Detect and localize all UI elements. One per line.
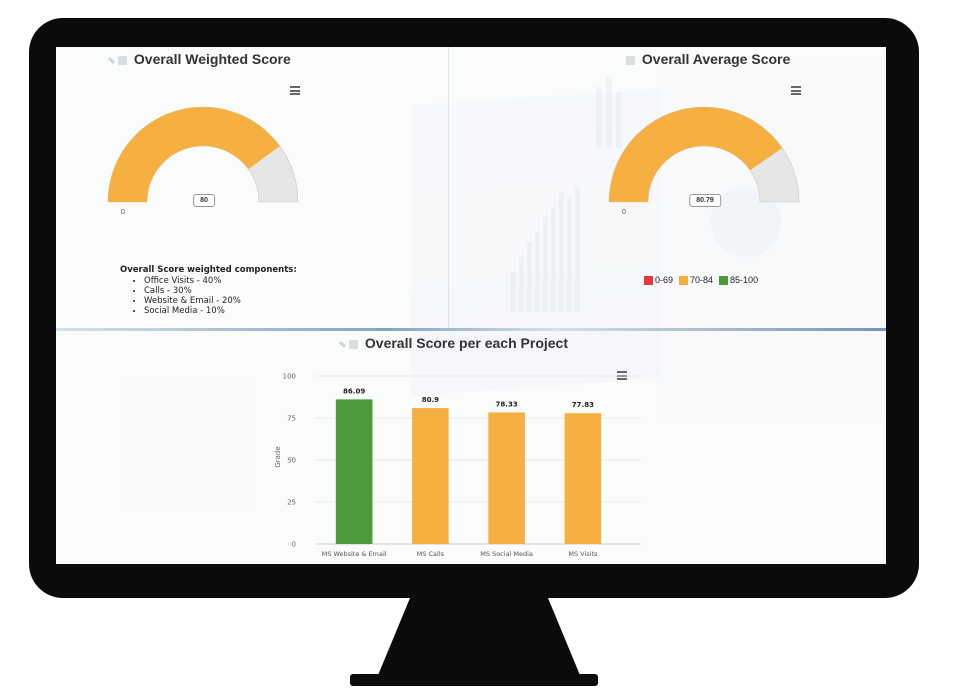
legend-label: 0-69 xyxy=(655,275,674,285)
average-score-title-text: Overall Average Score xyxy=(641,51,791,67)
weighted-score-gauge xyxy=(107,106,299,203)
legend-swatch xyxy=(644,275,653,285)
projects-menu-icon[interactable] xyxy=(617,371,627,380)
x-category-label: MS Social Media xyxy=(480,550,533,558)
weighted-score-title: Overall Weighted Score xyxy=(107,51,291,67)
bar[interactable] xyxy=(412,408,449,544)
components-list: Office Visits - 40% Calls - 30% Website … xyxy=(120,276,297,316)
x-category-label: MS Calls xyxy=(417,550,445,558)
panel-divider-horizontal xyxy=(56,328,886,331)
y-tick-label: 25 xyxy=(287,499,296,507)
legend-label: 70-84 xyxy=(690,275,714,285)
average-gauge-value-label: 80.79 xyxy=(689,194,721,207)
legend-swatch xyxy=(679,275,689,285)
chart-value-labels: 86.09 80.9 78.33 77.83 xyxy=(343,387,594,409)
chart-icon xyxy=(349,339,358,349)
legend-item-low[interactable]: 0-69 xyxy=(644,275,673,285)
bar[interactable] xyxy=(488,412,525,544)
x-category-label: MS Visits xyxy=(568,550,598,558)
legend-item-mid[interactable]: 70-84 xyxy=(679,275,713,285)
gauge-fill xyxy=(609,106,783,202)
legend-label: 85-100 xyxy=(730,275,759,285)
projects-score-title: Overall Score per each Project xyxy=(338,335,568,351)
score-range-legend: 0-69 70-84 85-100 xyxy=(644,275,758,285)
components-title: Overall Score weighted components: xyxy=(120,265,297,275)
bar-value-label: 80.9 xyxy=(422,396,439,404)
component-item: Office Visits - 40% xyxy=(144,276,297,286)
legend-swatch xyxy=(719,275,729,285)
project-score-bar-chart: Grade 0 25 50 75 100 86.09 80.9 78.33 77.83 MS … xyxy=(274,373,641,558)
weighted-gauge-min-label: 0 xyxy=(121,209,125,216)
chart-y-ticks: 0 25 50 75 100 xyxy=(283,373,296,549)
chart-x-labels: MS Website & Email MS Calls MS Social Medi… xyxy=(322,550,598,558)
bar[interactable] xyxy=(335,399,373,544)
pencil-icon[interactable] xyxy=(338,340,347,348)
component-item: Calls - 30% xyxy=(144,286,297,296)
bar-value-label: 86.09 xyxy=(343,387,365,395)
weighted-score-title-text: Overall Weighted Score xyxy=(133,51,291,67)
average-gauge-min-label: 0 xyxy=(622,209,626,216)
chart-icon xyxy=(118,55,127,65)
y-tick-label: 100 xyxy=(283,373,296,381)
bar-value-label: 77.83 xyxy=(572,401,594,409)
weighted-menu-icon[interactable] xyxy=(290,86,300,95)
legend-item-high[interactable]: 85-100 xyxy=(719,275,758,285)
dashboard-screen: Overall Weighted Score 0 80 Overall Scor… xyxy=(56,47,886,564)
chart-icon xyxy=(626,55,635,65)
bar-value-label: 78.33 xyxy=(496,400,518,408)
x-category-label: MS Website & Email xyxy=(322,550,387,558)
component-item: Website & Email - 20% xyxy=(144,296,297,306)
y-axis-title: Grade xyxy=(274,446,282,467)
pencil-icon[interactable] xyxy=(107,56,116,64)
projects-score-title-text: Overall Score per each Project xyxy=(364,335,568,351)
average-score-title: Overall Average Score xyxy=(626,51,790,67)
weighted-components: Overall Score weighted components: Offic… xyxy=(120,265,297,316)
y-tick-label: 0 xyxy=(292,541,296,549)
bar[interactable] xyxy=(564,413,602,544)
y-tick-label: 75 xyxy=(287,415,296,423)
panel-divider-vertical xyxy=(448,47,449,329)
chart-bars xyxy=(335,399,602,544)
average-score-gauge xyxy=(608,106,800,203)
component-item: Social Media - 10% xyxy=(144,306,297,316)
gauge-fill xyxy=(108,107,280,202)
weighted-gauge-value-label: 80 xyxy=(193,194,215,207)
average-menu-icon[interactable] xyxy=(791,86,801,95)
y-tick-label: 50 xyxy=(287,457,296,465)
